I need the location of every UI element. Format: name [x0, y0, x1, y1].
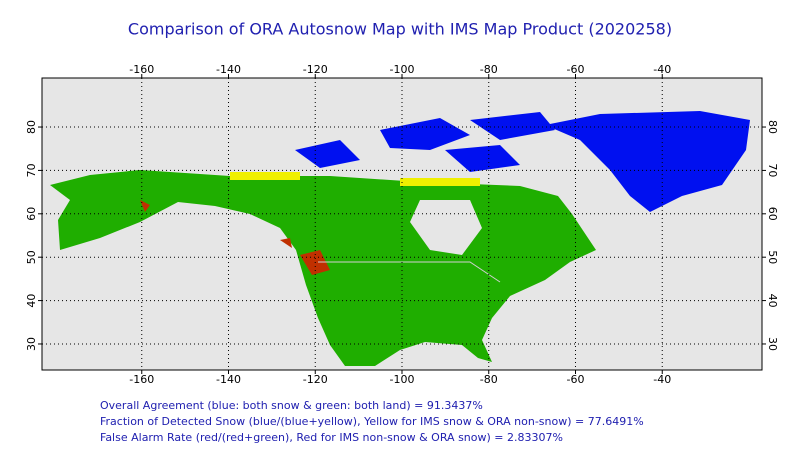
lon-tick-label: -100 — [390, 373, 415, 386]
lon-tick-label: -120 — [303, 373, 328, 386]
stat-line: False Alarm Rate (red/(red+green), Red f… — [100, 431, 563, 444]
tick-labels: -160 -160 -140 -140 -120 -120 -100 -100 -80 -80 -6… — [25, 63, 779, 386]
border-line — [318, 261, 501, 283]
lat-tick-label: 40 — [766, 294, 779, 308]
greenland-snow — [545, 111, 750, 212]
lon-tick-label: -40 — [653, 63, 671, 76]
lat-tick-label: 40 — [25, 294, 38, 308]
lat-tick-label: 50 — [766, 250, 779, 264]
lon-tick-label: -80 — [480, 373, 498, 386]
lon-tick-label: -140 — [216, 373, 241, 386]
lon-tick-label: -60 — [567, 373, 585, 386]
lat-tick-label: 70 — [766, 163, 779, 177]
hudson-bay — [410, 200, 482, 255]
stat-line: Fraction of Detected Snow (blue/(blue+ye… — [100, 415, 644, 428]
lon-tick-label: -100 — [390, 63, 415, 76]
lat-tick-label: 80 — [25, 120, 38, 134]
lat-tick-label: 60 — [766, 207, 779, 221]
ims-only-snow — [230, 172, 480, 186]
lon-tick-label: -140 — [216, 63, 241, 76]
lon-tick-label: -80 — [480, 63, 498, 76]
grid — [38, 74, 766, 374]
lon-tick-label: -160 — [129, 373, 154, 386]
lat-tick-label: 60 — [25, 207, 38, 221]
lat-tick-label: 80 — [766, 120, 779, 134]
lat-tick-label: 30 — [766, 337, 779, 351]
lon-tick-label: -160 — [129, 63, 154, 76]
lat-tick-label: 70 — [25, 163, 38, 177]
lon-tick-label: -60 — [567, 63, 585, 76]
lon-tick-label: -40 — [653, 373, 671, 386]
lat-tick-label: 30 — [25, 337, 38, 351]
stat-line: Overall Agreement (blue: both snow & gre… — [100, 399, 483, 412]
lon-tick-label: -120 — [303, 63, 328, 76]
title: Comparison of ORA Autosnow Map with IMS … — [128, 20, 672, 39]
lat-tick-label: 50 — [25, 250, 38, 264]
false-alarm — [140, 200, 330, 275]
